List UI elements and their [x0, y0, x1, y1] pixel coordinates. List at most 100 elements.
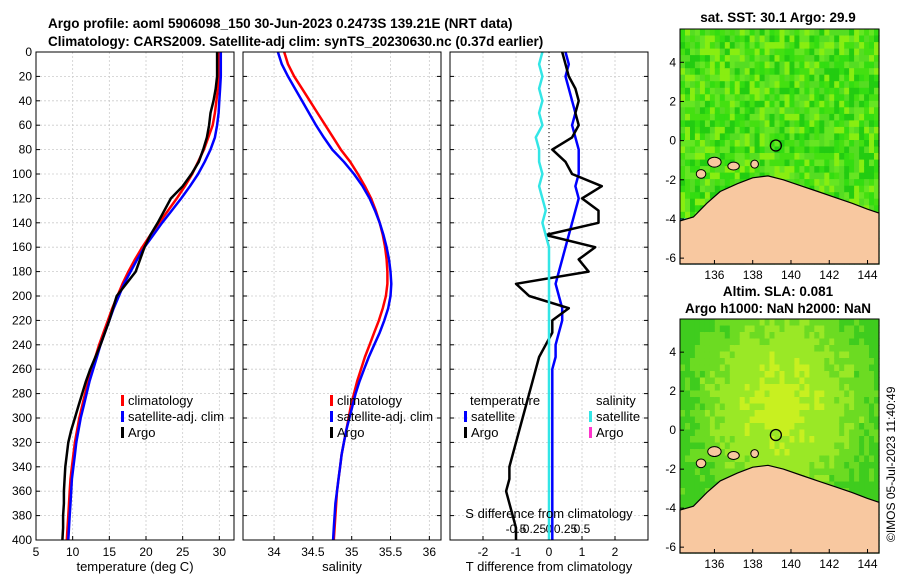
map-cell: [680, 153, 686, 161]
map-cell: [680, 140, 686, 148]
map-cell: [764, 449, 771, 457]
map-cell: [839, 403, 845, 411]
map-cell: [789, 371, 796, 379]
map-cell: [694, 449, 701, 457]
map-cell: [864, 390, 870, 398]
map-cell: [864, 351, 870, 359]
map-cell: [859, 475, 865, 483]
map-cell: [859, 390, 865, 398]
map-cell: [749, 436, 756, 444]
map-cell: [759, 140, 766, 148]
map-cell: [854, 198, 860, 206]
map-cell: [869, 436, 875, 444]
map-cell: [769, 325, 776, 333]
map-cell: [849, 192, 855, 200]
map-cell: [754, 436, 761, 444]
map-cell: [739, 384, 746, 392]
map-cell: [789, 332, 796, 340]
map-cell: [789, 403, 796, 411]
map-cell: [759, 319, 766, 327]
map-cell: [685, 501, 691, 509]
map-cell: [680, 113, 686, 121]
map-cell: [784, 159, 791, 167]
map-cell: [819, 358, 825, 366]
map-cell: [829, 87, 835, 95]
map-cell: [859, 140, 865, 148]
map-cell: [694, 494, 701, 502]
map-cell: [774, 403, 781, 411]
map-cell: [754, 107, 761, 115]
map-cell: [854, 462, 860, 470]
map-cell: [724, 94, 731, 102]
map-cell: [729, 319, 736, 327]
map-cell: [854, 166, 860, 174]
map-cell: [849, 48, 855, 56]
map-cell: [769, 107, 776, 115]
map-cell: [784, 416, 791, 424]
map-cell: [719, 61, 726, 69]
map-cell: [869, 332, 875, 340]
map-cell: [779, 455, 786, 463]
map-cell: [694, 113, 701, 121]
map-cell: [854, 371, 860, 379]
map-cell: [699, 100, 706, 108]
map-cell: [724, 345, 731, 353]
map-cell: [729, 462, 736, 470]
map-cell: [739, 371, 746, 379]
map-cell: [724, 100, 731, 108]
map-cell: [709, 29, 716, 37]
map-cell: [819, 332, 825, 340]
map-cell: [794, 442, 800, 450]
map-cell: [829, 185, 835, 193]
map-cell: [859, 351, 865, 359]
map-cell: [864, 319, 870, 327]
map-cell: [704, 172, 711, 180]
map-cell: [769, 120, 776, 128]
map-cell: [794, 113, 800, 121]
map-cell: [864, 358, 870, 366]
map-cell: [734, 29, 741, 37]
map-cell: [844, 179, 850, 187]
map-cell: [869, 81, 875, 89]
map-cell: [834, 81, 840, 89]
map-cell: [744, 100, 751, 108]
map-cell: [685, 338, 691, 346]
map-cell: [774, 462, 781, 470]
map-cell: [690, 403, 696, 411]
map-cell: [739, 358, 746, 366]
map-cell: [769, 166, 776, 174]
map-cell: [754, 120, 761, 128]
map-cell: [869, 481, 875, 489]
map-cell: [734, 113, 741, 121]
legend-label-argo: Argo: [337, 425, 364, 440]
map-cell: [729, 403, 736, 411]
map-cell: [819, 107, 825, 115]
map-cell: [789, 35, 796, 43]
map-cell: [774, 48, 781, 56]
map-cell: [685, 410, 691, 418]
series-line-satellite-adj-clim: [67, 52, 223, 541]
map-cell: [739, 146, 746, 154]
map-cell: [719, 146, 726, 154]
map-cell: [849, 364, 855, 372]
map-cell: [685, 481, 691, 489]
map-cell: [754, 455, 761, 463]
map-cell: [714, 325, 721, 333]
map-cell: [769, 113, 776, 121]
map-cell: [749, 384, 756, 392]
map-cell: [869, 403, 875, 411]
map-cell: [844, 55, 850, 63]
island: [750, 159, 759, 169]
map-cell: [864, 133, 870, 141]
map-cell: [844, 403, 850, 411]
map-cell: [754, 61, 761, 69]
map-cell: [799, 94, 805, 102]
map-cell: [874, 325, 880, 333]
map-cell: [784, 120, 791, 128]
map-cell: [829, 133, 835, 141]
map-cell: [849, 319, 855, 327]
map-cell: [744, 159, 751, 167]
map-cell: [859, 48, 865, 56]
map-cell: [849, 126, 855, 134]
map-cell: [769, 159, 776, 167]
